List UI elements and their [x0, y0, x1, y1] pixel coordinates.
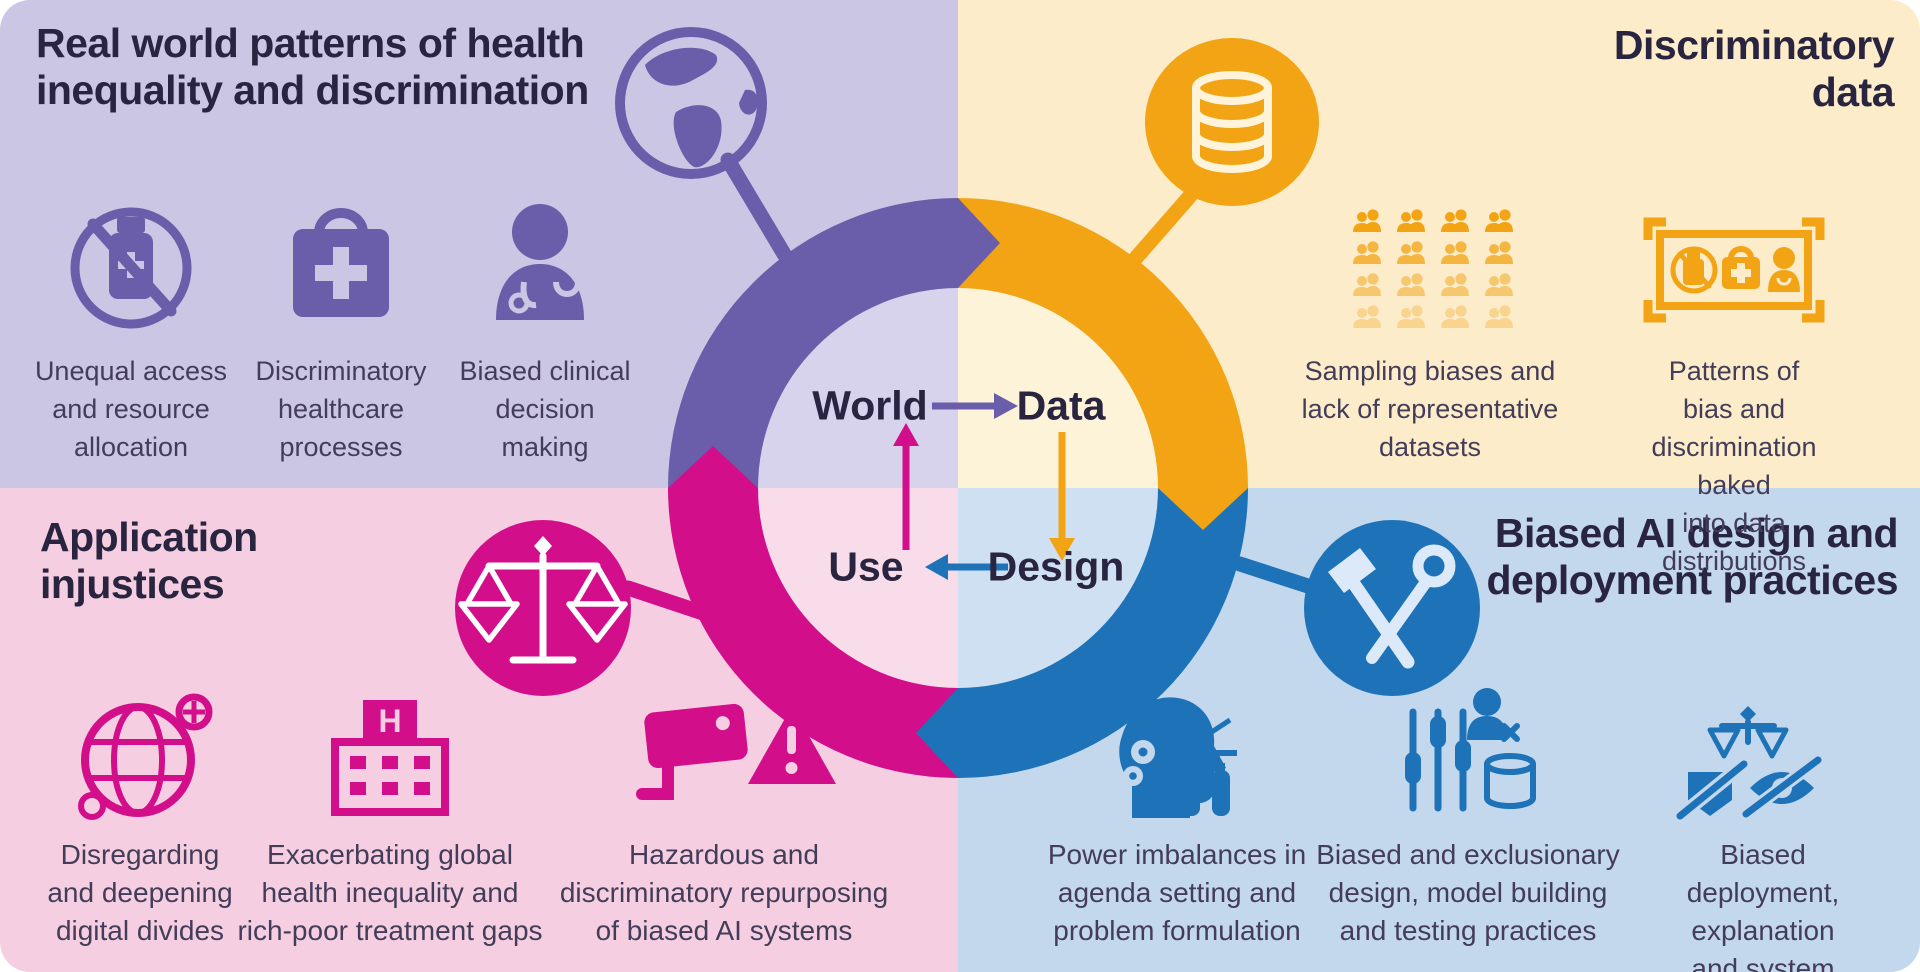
scales-connector [620, 580, 714, 622]
tools-connector [1232, 556, 1322, 596]
caption-unequal-access: Unequal access and resource allocation [34, 356, 228, 462]
blind-monitoring-icon [1673, 706, 1825, 823]
exclusionary-design-icon [1405, 688, 1536, 812]
caption-biased-deployment: Biased deployment, explanation and syste… [1686, 839, 1840, 972]
surveillance-camera-icon [636, 703, 836, 800]
medical-bag-icon [293, 208, 389, 317]
arc-world [668, 198, 958, 488]
title-biased-ai-design: Biased AI design and deployment practice… [1486, 510, 1898, 603]
caption-sampling-biases: Sampling biases and lack of representati… [1301, 356, 1559, 462]
hospital-letter: H [378, 703, 401, 739]
connected-globe-icon [78, 693, 213, 820]
tools-icon [1304, 520, 1480, 696]
caption-exclusionary-design: Biased and exclusionary design, model bu… [1316, 839, 1620, 946]
node-design: Design [987, 543, 1125, 590]
justice-scales-icon [455, 520, 631, 696]
title-real-world-patterns: Real world patterns of health inequality… [36, 20, 589, 113]
title-discriminatory-data: Discriminatory data [1613, 22, 1895, 115]
globe-icon [615, 27, 767, 179]
arrow-data-to-design [1049, 432, 1075, 561]
globe-connector [720, 152, 792, 262]
arc-design [958, 488, 1248, 778]
caption-biased-clinical: Biased clinical decision making [459, 356, 631, 462]
arrow-design-to-use [925, 554, 1008, 580]
arc-use [668, 488, 958, 778]
mind-binoculars-icon [1119, 697, 1237, 818]
arc-arrowhead-top [958, 198, 1000, 288]
hospital-icon: H [331, 700, 449, 816]
node-use: Use [828, 543, 904, 590]
caption-rich-poor-gaps: Exacerbating global health inequality an… [237, 839, 543, 946]
population-sample-icon [1353, 209, 1513, 328]
node-data: Data [1016, 382, 1106, 429]
arrow-use-to-world [893, 423, 919, 550]
database-connector [1100, 188, 1198, 298]
framed-bias-icon [1643, 217, 1825, 323]
database-icon [1145, 38, 1319, 206]
arc-arrowhead-right [1158, 488, 1248, 530]
node-world: World [812, 382, 928, 429]
arc-data [958, 198, 1248, 488]
title-application-injustices: Application injustices [40, 514, 258, 607]
arc-arrowhead-left [668, 446, 758, 488]
cycle-inner-disc [758, 288, 1158, 688]
caption-patterns-of-bias: Patterns of bias and discrimination bake… [1651, 356, 1817, 576]
caption-hazardous-repurposing: Hazardous and discriminatory repurposing… [559, 839, 889, 946]
arrow-world-to-data [932, 393, 1018, 419]
caption-discriminatory-healthcare: Discriminatory healthcare processes [255, 356, 427, 462]
clinician-icon [496, 204, 584, 320]
caption-digital-divides: Disregarding and deepening digital divid… [47, 839, 233, 946]
no-medicine-icon [70, 207, 192, 329]
caption-power-imbalances: Power imbalances in agenda setting and p… [1047, 839, 1307, 946]
arc-arrowhead-bottom [916, 688, 958, 778]
